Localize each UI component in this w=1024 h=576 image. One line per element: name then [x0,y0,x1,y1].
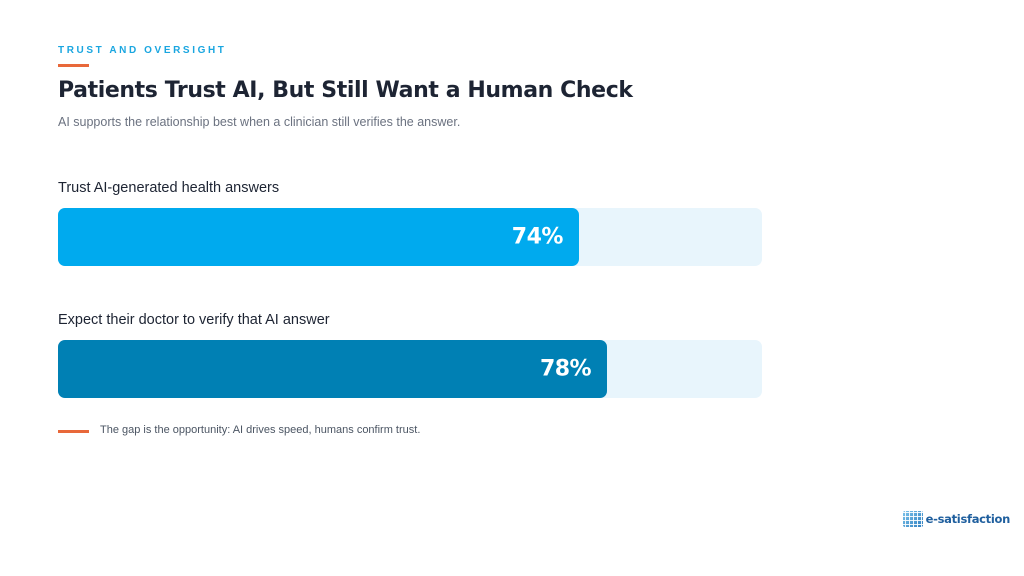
bar-fill-verify: 78% [58,340,608,398]
bar-label-trust: Trust AI-generated health answers [58,180,280,196]
note-rule [58,430,89,433]
page-subtitle: AI supports the relationship best when a… [58,115,461,129]
bar-value-trust: 74% [511,224,564,250]
bar-track-verify: 78% [58,340,762,398]
grid-logo-icon [902,511,923,527]
bar-value-verify: 78% [539,356,592,382]
bar-fill-trust: 74% [58,208,579,266]
footnote: The gap is the opportunity: AI drives sp… [100,424,421,436]
bar-label-verify: Expect their doctor to verify that AI an… [58,312,330,328]
logo-text: e-satisfaction [925,512,1011,526]
bar-track-trust: 74% [58,208,762,266]
eyebrow: TRUST AND OVERSIGHT [58,45,227,56]
page-title: Patients Trust AI, But Still Want a Huma… [58,78,633,103]
brand-logo: e-satisfaction [902,511,1011,527]
eyebrow-rule [58,64,89,67]
